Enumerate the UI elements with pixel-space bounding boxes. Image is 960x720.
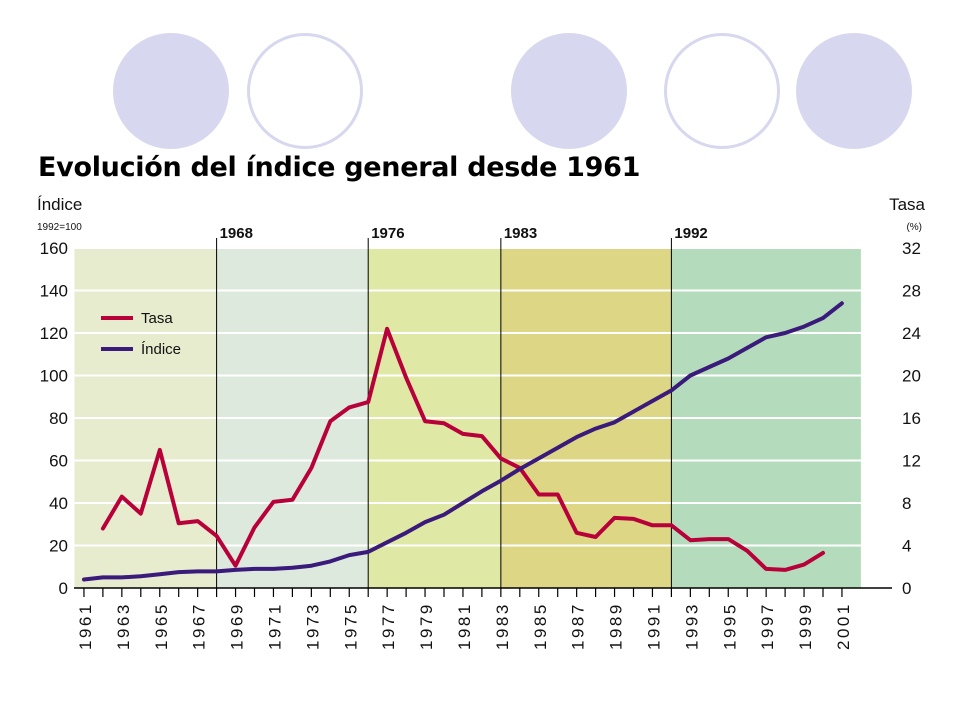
x-tick-label: 1987 xyxy=(569,602,588,650)
series-line-tasa xyxy=(100,326,825,572)
x-tick-label: 1995 xyxy=(720,602,739,650)
left-tick-label: 60 xyxy=(49,452,68,471)
left-tick-label: 0 xyxy=(59,579,68,598)
period-label: 1968 xyxy=(220,225,253,242)
x-tick-label: 1983 xyxy=(493,602,512,650)
right-tick-label: 12 xyxy=(902,452,921,471)
x-tick-label: 1989 xyxy=(607,602,626,650)
x-tick-label: 1997 xyxy=(758,602,777,650)
right-tick-label: 4 xyxy=(902,537,911,556)
decorative-filled-circle xyxy=(511,33,627,149)
x-tick-label: 1979 xyxy=(417,602,436,650)
x-tick-label: 1993 xyxy=(682,602,701,650)
period-label: 1976 xyxy=(371,225,404,242)
x-tick-label: 1965 xyxy=(152,602,171,650)
period-label: 1983 xyxy=(504,225,537,242)
left-axis-sublabel: 1992=100 xyxy=(37,222,82,233)
right-tick-label: 32 xyxy=(902,239,921,258)
left-tick-label: 80 xyxy=(49,409,68,428)
decorative-ring-circle xyxy=(247,33,363,149)
x-tick-label: 2001 xyxy=(834,602,853,650)
left-tick-label: 140 xyxy=(40,282,68,301)
left-tick-label: 160 xyxy=(40,239,68,258)
legend-label: Tasa xyxy=(141,310,173,327)
left-tick-label: 100 xyxy=(40,367,68,386)
right-tick-label: 0 xyxy=(902,579,911,598)
right-tick-label: 24 xyxy=(902,324,921,343)
decorative-ring-circle xyxy=(664,33,780,149)
x-tick-label: 1973 xyxy=(303,602,322,650)
series-line-indice xyxy=(82,301,844,582)
right-axis-label: Tasa xyxy=(889,195,925,214)
right-tick-label: 8 xyxy=(902,494,911,513)
x-tick-label: 1969 xyxy=(228,602,247,650)
x-tick-label: 1961 xyxy=(76,602,95,650)
right-tick-label: 28 xyxy=(902,282,921,301)
right-tick-label: 16 xyxy=(902,409,921,428)
x-tick-label: 1967 xyxy=(190,602,209,650)
chart-title: Evolución del índice general desde 1961 xyxy=(38,152,641,183)
decorative-filled-circle xyxy=(113,33,229,149)
x-tick-label: 1975 xyxy=(341,602,360,650)
period-label: 1992 xyxy=(674,225,707,242)
x-tick-label: 1985 xyxy=(531,602,550,650)
x-tick-label: 1981 xyxy=(455,602,474,650)
legend-label: Índice xyxy=(141,341,181,358)
left-tick-label: 20 xyxy=(49,537,68,556)
x-tick-label: 1991 xyxy=(644,602,663,650)
x-tick-label: 1963 xyxy=(114,602,133,650)
decorative-filled-circle xyxy=(796,33,912,149)
x-tick-label: 1971 xyxy=(265,602,284,650)
x-tick-label: 1999 xyxy=(796,602,815,650)
right-tick-label: 20 xyxy=(902,367,921,386)
left-axis-label: Índice xyxy=(37,195,82,214)
right-axis-sublabel: (%) xyxy=(906,222,922,233)
left-tick-label: 120 xyxy=(40,324,68,343)
x-tick-label: 1977 xyxy=(379,602,398,650)
left-tick-label: 40 xyxy=(49,494,68,513)
